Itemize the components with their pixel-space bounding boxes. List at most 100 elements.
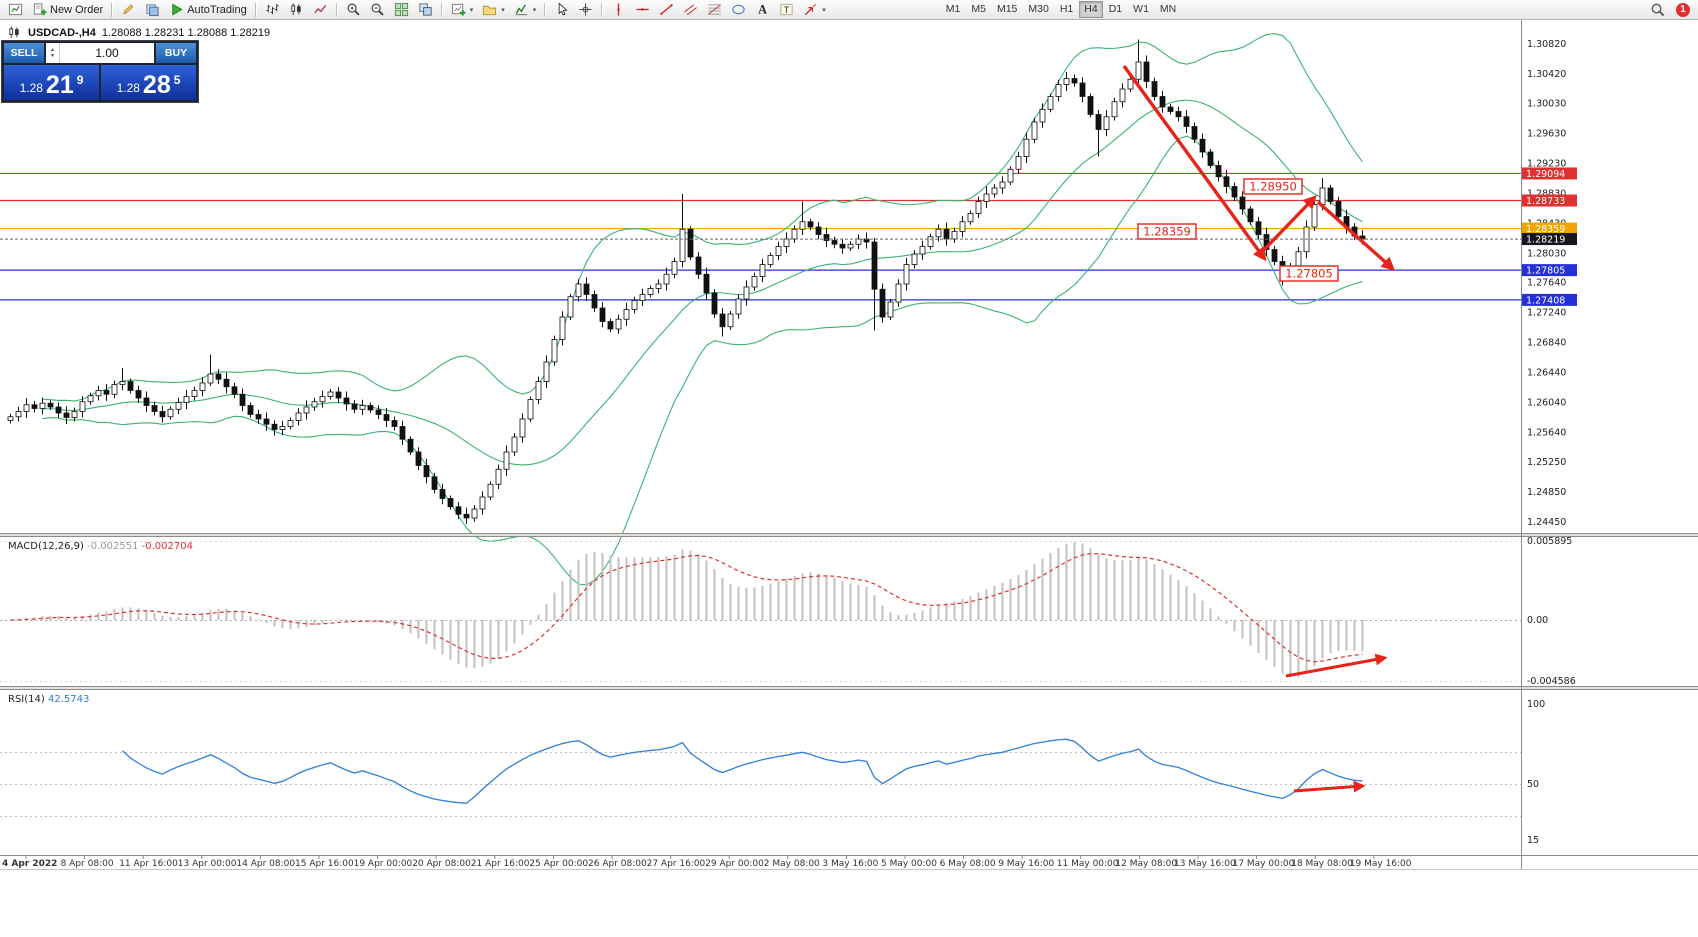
indicators-button[interactable]: ▾ [510,0,541,20]
timeframe-h1-button[interactable]: H1 [1059,3,1074,15]
toolbar-separator [111,2,114,17]
macd-plot-area[interactable] [0,537,1521,686]
timeframe-d1-button[interactable]: D1 [1108,3,1123,15]
buy-price-button[interactable]: 1.28 28 5 [101,65,196,100]
volume-field[interactable]: ▲ ▼ 1.00 [46,43,154,63]
price-axis[interactable]: 1.30820 1.30420 1.30030 1.29630 1.29230 1.288… [1527,39,1566,528]
toolbar-separator [440,2,443,17]
chart-title-icon [7,25,22,40]
autotrading-button[interactable]: AutoTrading [165,0,251,20]
trend-arrow[interactable] [1316,200,1396,271]
timeframe-mn-button[interactable]: MN [1159,3,1177,15]
toolbar-separator [335,2,338,17]
annotations: 1.28950 1.28359 1.27805 [1122,64,1396,793]
shapes-tool-button[interactable] [727,0,750,20]
svg-text:21 Apr 16:00: 21 Apr 16:00 [471,859,530,869]
trend-arrow[interactable] [1122,64,1267,262]
toolbar-right: 1 [1646,0,1694,20]
svg-text:15: 15 [1527,835,1539,846]
bollinger-bands [42,32,1363,586]
svg-text:1.24450: 1.24450 [1527,517,1566,528]
main-plot-area[interactable] [0,20,1521,533]
svg-text:1.27408: 1.27408 [1526,295,1565,306]
splitter-macd-rsi[interactable] [0,686,1698,689]
line-chart-button[interactable] [309,0,332,20]
chart-info-line: USDCAD-,H4 1.28088 1.28231 1.28088 1.282… [7,25,270,40]
market-watch-button[interactable] [141,0,164,20]
svg-text:11 Apr 16:00: 11 Apr 16:00 [119,859,178,869]
rsi-plot-area[interactable] [0,690,1521,855]
dropdown-caret-icon: ▾ [532,6,537,14]
notification-badge[interactable]: 1 [1676,2,1690,17]
annotation-price-box[interactable]: 1.27805 [1279,265,1339,282]
fibonacci-tool-button[interactable] [703,0,726,20]
annotation-price-box[interactable]: 1.28359 [1137,223,1197,240]
timeframe-w1-button[interactable]: W1 [1133,3,1149,15]
svg-text:9 May 16:00: 9 May 16:00 [998,859,1054,869]
toolbar: New Order AutoTrading ▾ ▾ ▾ A T ▾ M1 M5 M15 M30 H1 H4… [0,0,1698,20]
zoom-out-button[interactable] [366,0,389,20]
horizontal-lines [0,172,1521,301]
sell-price-button[interactable]: 1.28 21 9 [4,65,99,100]
timeframe-switcher: M1 M5 M15 M30 H1 H4 D1 W1 MN [941,1,1181,18]
bar-chart-button[interactable] [261,0,284,20]
trend-arrow[interactable] [1256,195,1317,258]
rsi-line [122,738,1363,804]
svg-text:1.28830: 1.28830 [1527,188,1566,199]
chart-window-icon[interactable] [4,0,27,20]
timeframe-m15-button[interactable]: M15 [996,3,1018,15]
svg-text:1.28030: 1.28030 [1527,248,1566,259]
svg-text:2 May 08:00: 2 May 08:00 [764,859,820,869]
svg-text:0.00: 0.00 [1527,615,1548,626]
horizontal-line-tool-button[interactable] [631,0,654,20]
chart-ohlc-values: 1.28088 1.28231 1.28088 1.28219 [101,26,271,39]
zoom-in-button[interactable] [342,0,365,20]
text-label-tool-button[interactable]: T [775,0,798,20]
crosshair-tool-button[interactable] [574,0,597,20]
profiles-button[interactable]: ▾ [478,0,509,20]
one-click-trading-panel: SELL ▲ ▼ 1.00 BUY 1.28 21 9 1.28 28 5 [1,40,199,103]
timeframe-h4-button[interactable]: H4 [1079,1,1103,18]
cursor-tool-button[interactable] [550,0,573,20]
svg-text:5 May 00:00: 5 May 00:00 [881,859,937,869]
macd-arrow[interactable] [1285,653,1388,678]
vertical-line-tool-button[interactable] [607,0,630,20]
buy-button[interactable]: BUY [156,43,196,63]
channel-tool-button[interactable] [679,0,702,20]
svg-text:20 Apr 08:00: 20 Apr 08:00 [412,859,471,869]
svg-text:1.27805: 1.27805 [1285,267,1333,281]
new-chart-button[interactable]: ▾ [447,0,478,20]
sell-button[interactable]: SELL [4,43,44,63]
svg-text:1.28733: 1.28733 [1526,196,1565,207]
svg-text:8 Apr 08:00: 8 Apr 08:00 [61,859,114,869]
svg-text:1.29630: 1.29630 [1527,128,1566,139]
metaeditor-button[interactable] [117,0,140,20]
text-tool-button[interactable]: A [751,0,774,20]
timeframe-m1-button[interactable]: M1 [945,3,961,15]
svg-text:13 Apr 00:00: 13 Apr 00:00 [178,859,237,869]
splitter-main-macd[interactable] [0,533,1698,536]
svg-text:18 May 08:00: 18 May 08:00 [1291,859,1353,869]
timeframe-m30-button[interactable]: M30 [1028,3,1049,15]
trendline-tool-button[interactable] [655,0,678,20]
svg-text:1.28219: 1.28219 [1526,235,1565,246]
toolbar-separator [544,2,547,17]
time-axis[interactable]: 4 Apr 2022 8 Apr 08:00 11 Apr 16:00 13 Apr … [2,856,1412,869]
svg-text:4 Apr 2022: 4 Apr 2022 [2,859,57,869]
svg-text:15 Apr 16:00: 15 Apr 16:00 [295,859,354,869]
arrows-tool-button[interactable]: ▾ [799,0,830,20]
cascade-windows-button[interactable] [414,0,437,20]
search-button[interactable] [1646,0,1669,20]
volume-stepper[interactable]: ▲ ▼ [46,43,60,63]
svg-text:13 May 16:00: 13 May 16:00 [1174,859,1236,869]
svg-text:1.26840: 1.26840 [1527,338,1566,349]
svg-text:1.30030: 1.30030 [1527,98,1566,109]
tile-windows-button[interactable] [390,0,413,20]
new-order-button[interactable]: New Order [28,0,107,20]
candlestick-chart-button[interactable] [285,0,308,20]
price-axis-marker-boxes: 1.29094 1.28733 1.28359 1.27805 1.27408 1.282… [1522,167,1577,306]
svg-text:1.27805: 1.27805 [1526,266,1565,277]
rsi-arrow[interactable] [1293,780,1366,793]
annotation-price-box[interactable]: 1.28950 [1243,178,1303,195]
timeframe-m5-button[interactable]: M5 [971,3,986,15]
